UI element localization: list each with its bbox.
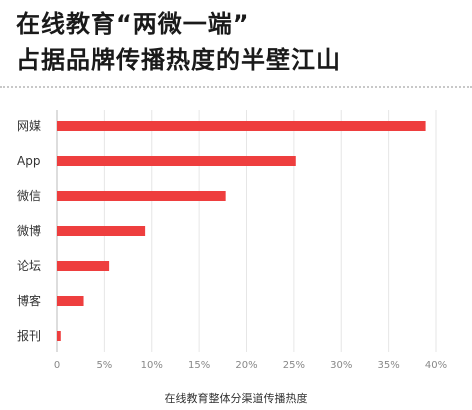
bar-2 [57,191,226,201]
bar-6 [57,331,61,341]
x-tick-label: 0 [54,360,60,371]
bars [57,121,426,341]
category-label: 报刊 [17,328,41,343]
x-axis-ticks: 0 5% 10% 15% 20% 25% 30% 35% 40% [54,360,447,371]
category-label: App [17,154,40,168]
bar-5 [57,296,84,306]
x-tick-label: 25% [283,360,305,371]
category-label: 网媒 [17,119,41,133]
gridlines [56,110,437,352]
x-tick-label: 5% [96,360,112,371]
bar-3 [57,226,146,236]
category-label: 博客 [17,293,41,308]
bar-4 [57,261,110,271]
category-label: 微信 [17,189,41,203]
chart-title-line-1: 在线教育“两微一端” [16,10,250,38]
x-tick-label: 10% [141,360,163,371]
x-tick-label: 30% [330,360,352,371]
x-axis-title: 在线教育整体分渠道传播热度 [164,392,308,405]
x-tick-label: 40% [425,360,447,371]
title-divider [0,86,472,88]
bar-1 [57,156,296,166]
x-tick-label: 20% [235,360,257,371]
bar-0 [57,121,426,131]
x-tick-label: 15% [188,360,210,371]
category-label: 论坛 [17,259,41,273]
x-tick-label: 35% [378,360,400,371]
chart-title-line-2: 占据品牌传播热度的半壁江山 [16,46,341,74]
category-label: 微博 [17,223,41,238]
